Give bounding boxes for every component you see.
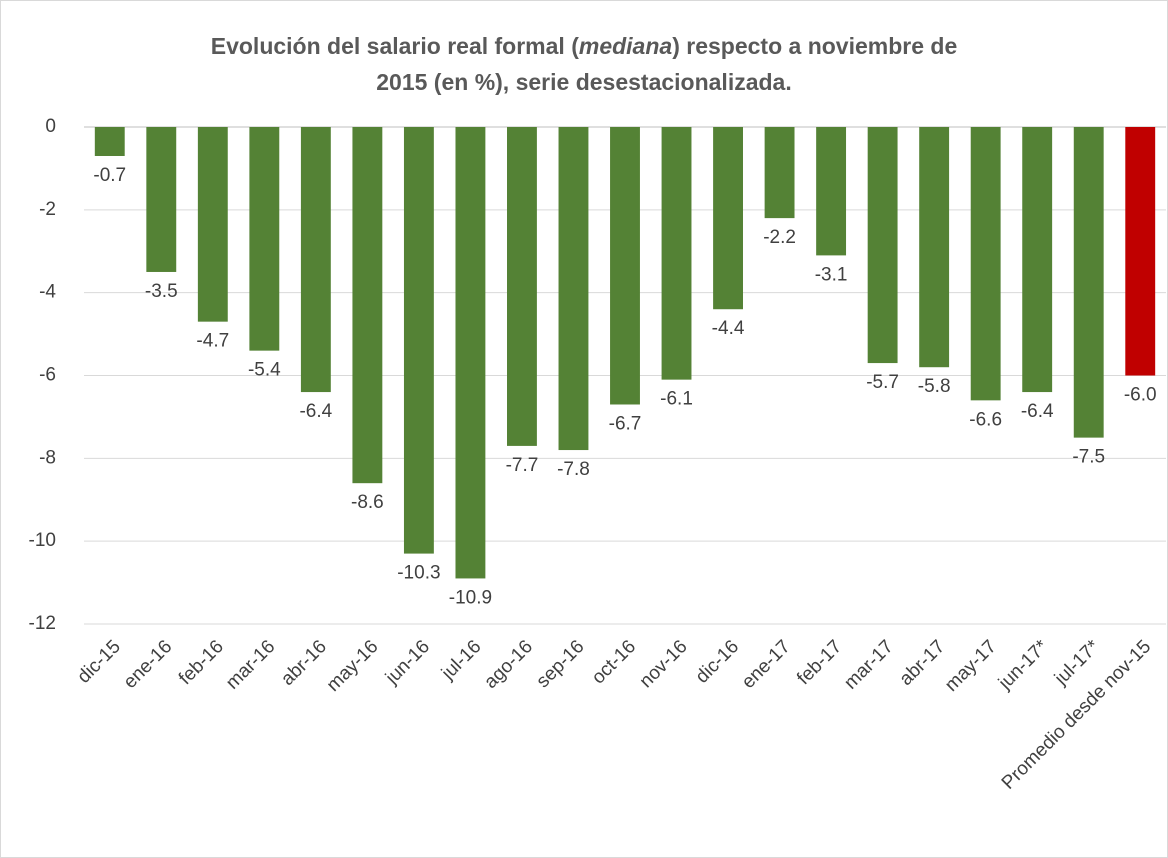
data-label: -6.4 [299,401,332,422]
bar [1125,127,1156,376]
bar [764,127,795,219]
bar [146,127,177,272]
bar [713,127,743,310]
data-label: -5.7 [866,372,899,393]
chart-title: Evolución del salario real formal (media… [211,33,958,59]
data-label: -8.6 [351,492,384,513]
bar [1073,127,1104,438]
title-part: ) respecto a noviembre de [672,33,957,59]
bar [610,127,640,405]
data-label: -6.6 [969,409,1002,430]
y-tick-label: -4 [39,282,56,303]
data-label: -0.7 [93,165,126,186]
bar [816,127,847,256]
y-tick-label: -10 [29,530,56,551]
bar [455,127,486,579]
bar [249,127,280,351]
bar [352,127,383,484]
title-emphasis: mediana [579,33,673,59]
bar [507,127,537,446]
data-label: -6.7 [609,414,642,435]
y-tick-label: -8 [39,447,56,468]
data-label: -5.4 [248,360,281,381]
data-label: -10.3 [397,563,440,584]
y-tick-label: 0 [45,116,56,137]
data-label: -7.7 [506,455,539,476]
bar [1022,127,1053,393]
data-label: -3.1 [815,264,848,285]
bar [558,127,589,451]
bar [94,127,125,156]
bar [867,127,898,364]
data-label: -3.5 [145,281,178,302]
chart-title: 2015 (en %), serie desestacionalizada. [376,69,791,95]
y-tick-label: -6 [39,365,56,386]
y-tick-label: -2 [39,199,56,220]
data-label: -4.4 [712,318,745,339]
data-label: -7.8 [557,459,590,480]
bar [403,127,434,554]
data-label: -6.4 [1021,401,1054,422]
bar [197,127,228,322]
data-label: -4.7 [196,331,229,352]
data-label: -2.2 [763,227,796,248]
bar [919,127,950,368]
data-label: -6.1 [660,389,693,410]
bar [300,127,331,393]
bar [661,127,692,380]
data-label: -7.5 [1072,447,1105,468]
bar [970,127,1001,401]
title-part: Evolución del salario real formal ( [211,33,579,59]
data-label: -10.9 [449,587,492,608]
y-tick-label: -12 [29,613,56,634]
data-label: -6.0 [1124,385,1157,406]
data-label: -5.8 [918,376,951,397]
